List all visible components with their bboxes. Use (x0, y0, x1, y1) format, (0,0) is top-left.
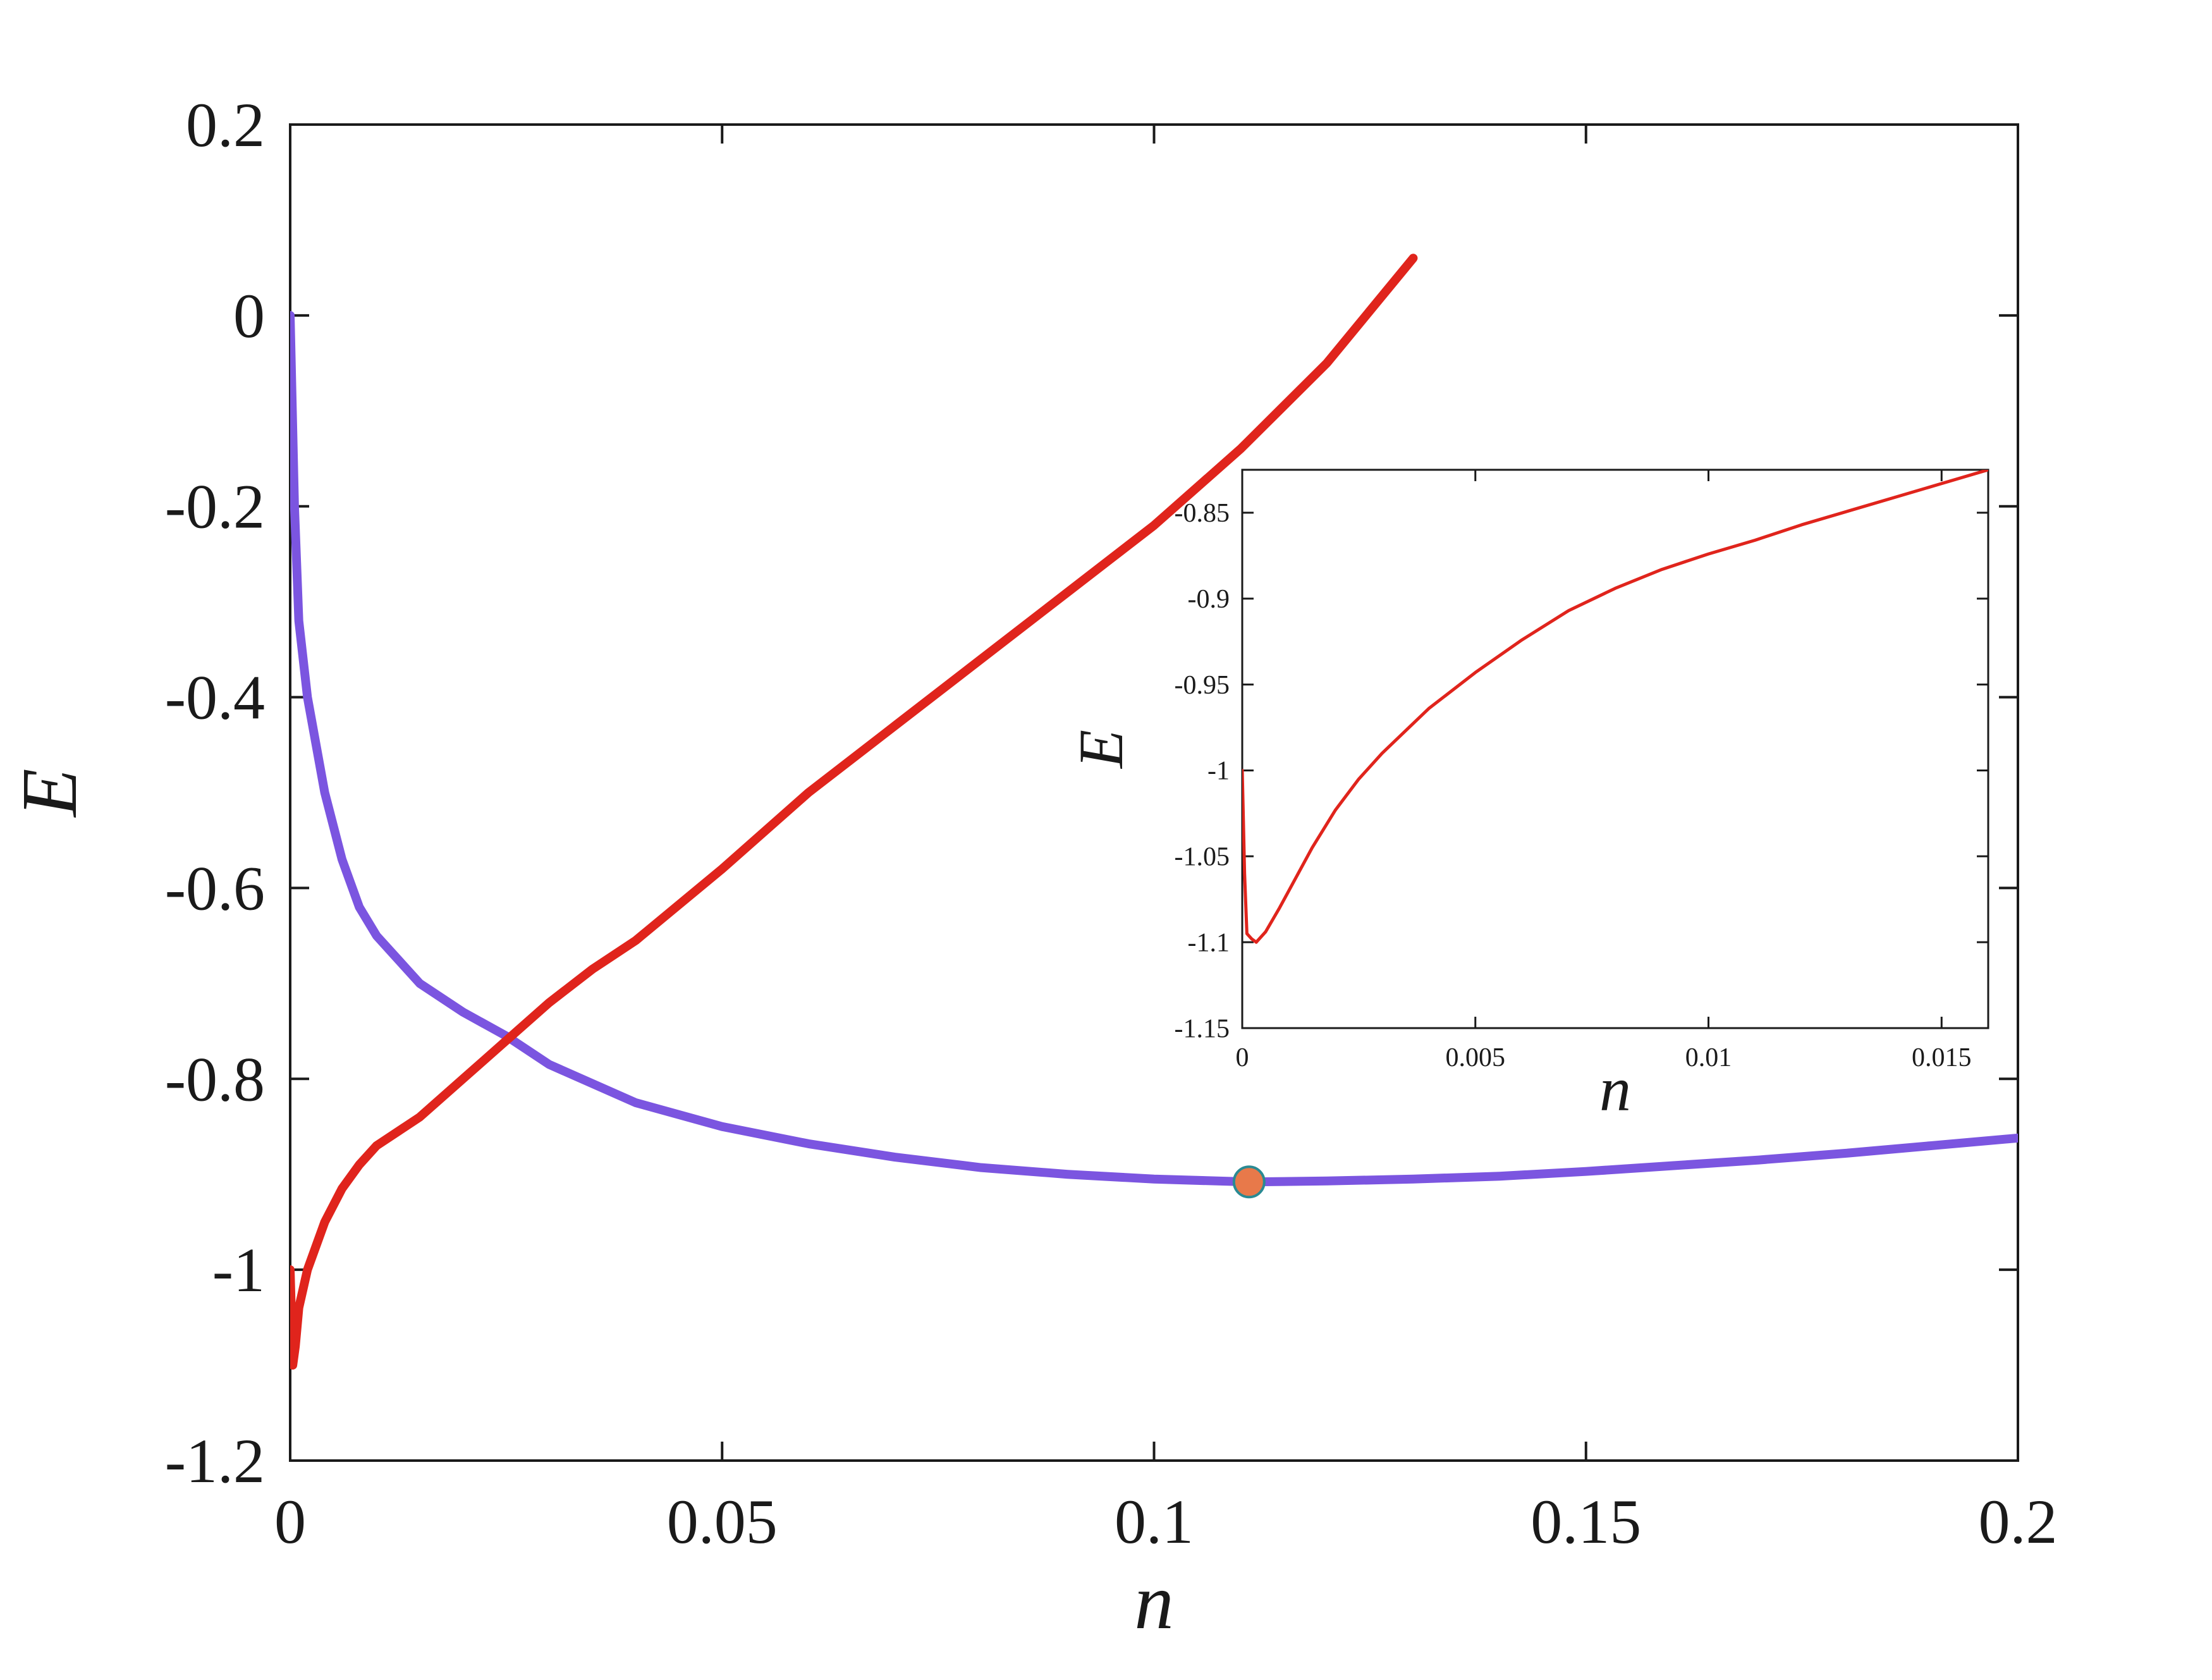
inset-y-tick-label: -1.1 (1188, 928, 1230, 957)
main-y-tick-label: 0.2 (186, 90, 265, 160)
inset-y-tick-label: -1.15 (1175, 1014, 1230, 1043)
inset-y-tick-label: -0.95 (1175, 671, 1230, 700)
inset-x-axis-title: n (1599, 1054, 1631, 1124)
inset-series-line-1 (1242, 470, 1988, 944)
main-y-tick-label: 0 (233, 281, 265, 351)
inset-axes-frame (1241, 469, 1989, 1029)
main-y-tick-label: -1.2 (165, 1426, 265, 1496)
main-x-tick-label: 0.05 (667, 1487, 778, 1557)
main-y-axis-title: E (6, 768, 94, 818)
main-highlight-marker (1232, 1165, 1266, 1199)
inset-x-tick-label: 0.015 (1912, 1043, 1972, 1072)
inset-y-tick-label: -0.85 (1175, 499, 1230, 528)
main-y-tick-label: -1 (212, 1235, 265, 1305)
main-series-line-2 (290, 254, 1418, 1370)
main-series-line-1 (290, 310, 2018, 1187)
main-y-tick-label: -0.4 (165, 663, 265, 733)
main-y-tick-label: -0.8 (165, 1044, 265, 1114)
inset-plot: 0 0.005 0.01 0.015 -1.15 -1.1 -1.05 -1 -0.95 -0.9… (1066, 469, 1989, 1124)
inset-y-axis-title: E (1066, 730, 1136, 769)
main-y-tick-label: -0.2 (165, 472, 265, 542)
main-x-tick-label: 0 (274, 1487, 306, 1557)
inset-x-tick-label: 0.005 (1446, 1043, 1506, 1072)
inset-x-tick-label: 0 (1236, 1043, 1249, 1072)
inset-x-tick-label: 0.01 (1685, 1043, 1732, 1072)
main-x-axis-title: n (1134, 1559, 1174, 1646)
inset-y-tick-label: -1 (1207, 757, 1230, 786)
main-x-tick-label: 0.15 (1531, 1487, 1641, 1557)
main-y-tick-label: -0.6 (165, 853, 265, 923)
inset-y-tick-label: -0.9 (1188, 585, 1230, 614)
main-x-tick-label: 0.1 (1115, 1487, 1194, 1557)
inset-y-tick-label: -1.05 (1175, 843, 1230, 872)
main-x-tick-label: 0.2 (1979, 1487, 2058, 1557)
